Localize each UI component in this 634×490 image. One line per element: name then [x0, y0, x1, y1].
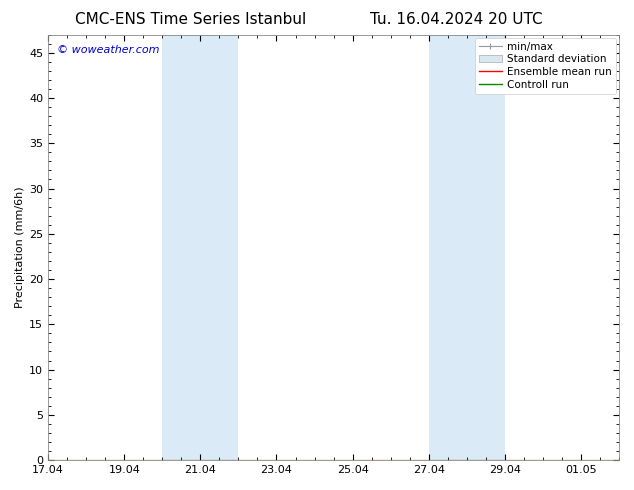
- Bar: [429, 35, 505, 460]
- Text: © woweather.com: © woweather.com: [56, 45, 159, 55]
- Text: CMC-ENS Time Series Istanbul: CMC-ENS Time Series Istanbul: [75, 12, 306, 27]
- Text: Tu. 16.04.2024 20 UTC: Tu. 16.04.2024 20 UTC: [370, 12, 543, 27]
- Y-axis label: Precipitation (mm/6h): Precipitation (mm/6h): [15, 187, 25, 308]
- Bar: [162, 35, 238, 460]
- Legend: min/max, Standard deviation, Ensemble mean run, Controll run: min/max, Standard deviation, Ensemble me…: [475, 38, 616, 94]
